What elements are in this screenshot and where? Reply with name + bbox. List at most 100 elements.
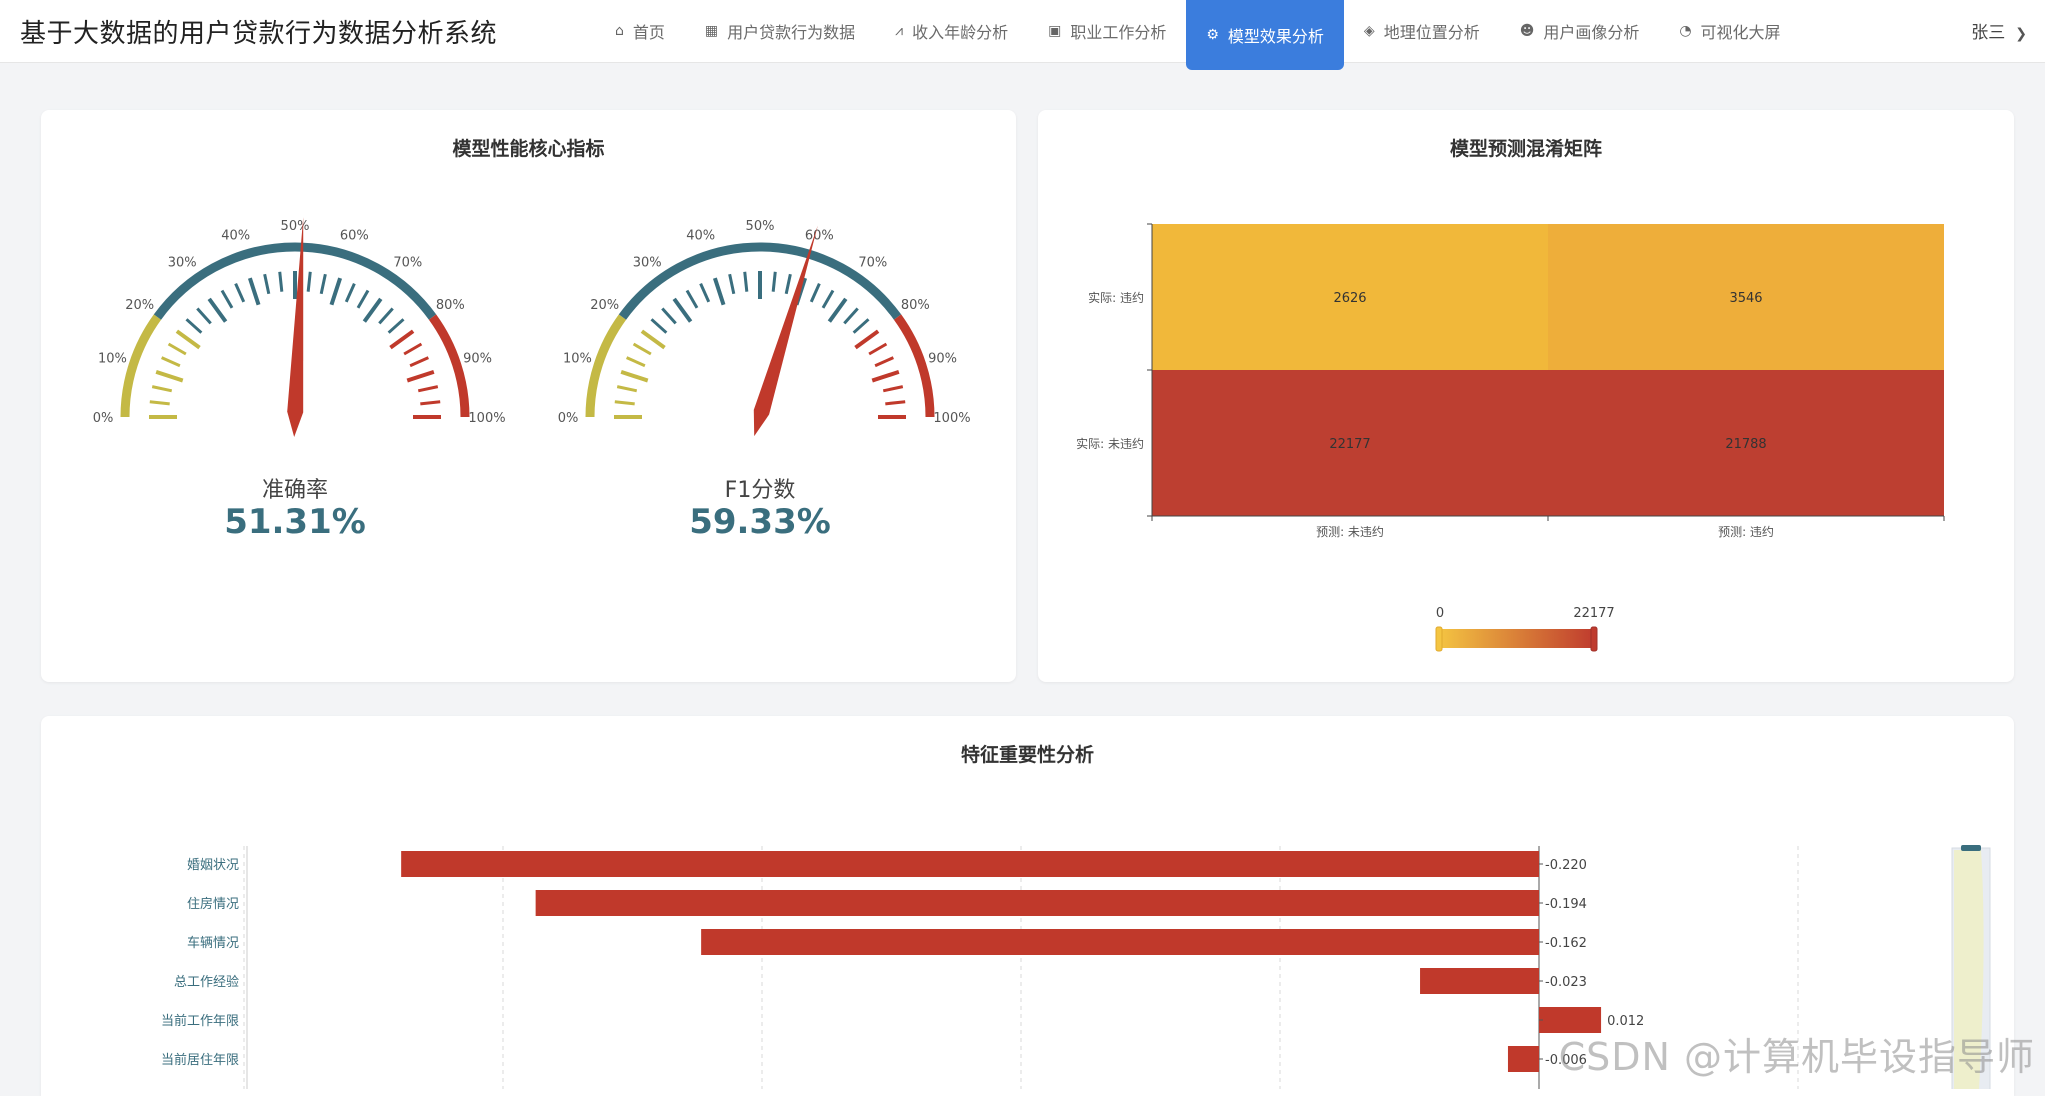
gauge-tick-label: 80% bbox=[901, 298, 930, 313]
gauge-tick-label: 60% bbox=[805, 228, 834, 243]
gauge-tick bbox=[387, 318, 405, 334]
gauge-tick bbox=[417, 385, 439, 393]
confusion-matrix-panel: 模型预测混淆矩阵 2626 3546 22177 21788 实际: 违约 实际: 未违约… bbox=[1038, 110, 2014, 682]
gauge-tick-label: 40% bbox=[221, 228, 250, 243]
gauge-tick bbox=[871, 369, 900, 383]
user-menu[interactable]: 张三 ❯ bbox=[1971, 18, 2027, 43]
feature-importance-panel: 特征重要性分析 婚姻状况 -0.220 住房情况 -0.194 车辆情况 -0.162 总工… bbox=[41, 716, 2014, 1096]
confusion-matrix-title: 模型预测混淆矩阵 bbox=[1449, 138, 1602, 160]
gauge-tick bbox=[247, 277, 261, 306]
feature-value-label: -0.194 bbox=[1545, 897, 1587, 912]
heatmap-cell-value: 3546 bbox=[1729, 291, 1762, 306]
feature-bar[interactable] bbox=[1420, 968, 1539, 994]
gauge-tick bbox=[626, 356, 646, 368]
gauge-tick-label: 40% bbox=[686, 228, 715, 243]
feature-bar[interactable] bbox=[1539, 1007, 1602, 1033]
nav-item-1[interactable]: ▦ 用户贷款行为数据 bbox=[685, 0, 875, 62]
feature-name-label: 当前工作年限 bbox=[161, 1013, 239, 1029]
gauge-tick bbox=[854, 329, 880, 350]
table-icon: ▦ bbox=[704, 23, 719, 39]
heatmap-cell[interactable] bbox=[1548, 370, 1944, 516]
gauges-chart: 0% 10% 20% 30% 40% 50% 60% 70% 80% 90% 100% 准确率51.3… bbox=[93, 217, 971, 542]
heatmap-cell[interactable] bbox=[1152, 224, 1548, 370]
gauge-label: F1分数 bbox=[725, 478, 796, 503]
gauge-arc-segment bbox=[585, 314, 627, 418]
feature-value-label: -0.162 bbox=[1545, 936, 1587, 951]
gauge-tick bbox=[196, 307, 212, 325]
gauge-tick bbox=[220, 289, 234, 309]
gauge-tick bbox=[620, 369, 649, 383]
feature-name-label: 总工作经验 bbox=[174, 974, 239, 990]
gauge-tick-label: 90% bbox=[928, 352, 957, 367]
feature-bar[interactable] bbox=[701, 929, 1539, 955]
gauge-tick bbox=[151, 385, 173, 393]
gauge-tick bbox=[306, 271, 312, 292]
gauge-tick bbox=[882, 385, 904, 393]
home-icon: ⌂ bbox=[615, 23, 624, 39]
gauge-tick bbox=[167, 342, 187, 356]
gauge-tick-label: 80% bbox=[436, 298, 465, 313]
heatmap-row-label: 实际: 未违约 bbox=[1076, 436, 1144, 451]
visual-map-handle-min[interactable] bbox=[1435, 626, 1443, 652]
gauge-tick bbox=[821, 289, 835, 309]
chevron-down-icon: ❯ bbox=[2015, 26, 2027, 42]
visual-map-handle-max[interactable] bbox=[1590, 626, 1598, 652]
heatmap-cell-value: 21788 bbox=[1725, 437, 1766, 452]
line-chart-icon: ⩘ bbox=[895, 23, 904, 39]
gauge-tick bbox=[319, 273, 327, 295]
heatmap-col-label: 预测: 违约 bbox=[1718, 524, 1774, 539]
feature-name-label: 婚姻状况 bbox=[187, 858, 239, 873]
watermark: CSDN @计算机毕设指导师 bbox=[1558, 1035, 2035, 1079]
gauge-tick bbox=[389, 329, 415, 350]
feature-value-label: -0.023 bbox=[1545, 975, 1587, 990]
feature-name-label: 车辆情况 bbox=[187, 935, 239, 951]
visual-map-min-label: 0 bbox=[1436, 606, 1444, 621]
app-title: 基于大数据的用户贷款行为数据分析系统 bbox=[20, 19, 498, 49]
gauge-arc-segment bbox=[893, 314, 935, 418]
gauge-tick-label: 70% bbox=[858, 256, 887, 271]
feature-bar[interactable] bbox=[401, 851, 1539, 877]
nav-item-7[interactable]: ◔ 可视化大屏 bbox=[1659, 0, 1800, 62]
nav-item-label: 用户贷款行为数据 bbox=[727, 23, 856, 42]
gauge-tick bbox=[632, 342, 652, 356]
heatmap-row-label: 实际: 违约 bbox=[1088, 290, 1144, 305]
gauge-tick bbox=[885, 400, 906, 406]
nav-item-4[interactable]: ⚙ 模型效果分析 bbox=[1186, 0, 1344, 70]
nav-item-2[interactable]: ⩘ 收入年龄分析 bbox=[875, 0, 1028, 62]
gauge-tick-label: 60% bbox=[340, 228, 369, 243]
nav-item-3[interactable]: ▣ 职业工作分析 bbox=[1028, 0, 1186, 62]
gauge-tick bbox=[420, 400, 441, 406]
nav-item-label: 可视化大屏 bbox=[1700, 23, 1781, 42]
gauge-tick bbox=[207, 297, 228, 323]
visual-map-bar[interactable] bbox=[1438, 629, 1595, 648]
gauges-panel-title: 模型性能核心指标 bbox=[452, 138, 605, 160]
gauge-tick bbox=[378, 307, 394, 325]
gauge-tick bbox=[868, 342, 888, 356]
gauge-tick bbox=[650, 318, 668, 334]
nav-item-5[interactable]: ◈ 地理位置分析 bbox=[1344, 0, 1500, 62]
gauge-tick-label: 10% bbox=[98, 352, 127, 367]
briefcase-icon: ▣ bbox=[1048, 23, 1062, 39]
gauge-tick bbox=[743, 271, 749, 292]
gauge-tick bbox=[155, 369, 184, 383]
gauge-tick-label: 100% bbox=[933, 411, 970, 426]
gauge-tick bbox=[406, 369, 435, 383]
gauge-tick bbox=[356, 289, 370, 309]
gauge-tick bbox=[278, 271, 284, 292]
nav-item-6[interactable]: ☻ 用户画像分析 bbox=[1500, 0, 1660, 62]
feature-bar[interactable] bbox=[1507, 1046, 1539, 1072]
heatmap-cell[interactable] bbox=[1152, 370, 1548, 516]
heatmap-cell[interactable] bbox=[1548, 224, 1944, 370]
gauge-tick bbox=[874, 356, 894, 368]
nav-item-0[interactable]: ⌂ 首页 bbox=[595, 0, 685, 62]
gauge-value: 59.33% bbox=[689, 502, 831, 542]
nav-item-label: 用户画像分析 bbox=[1543, 23, 1640, 42]
data-zoom-handle[interactable] bbox=[1961, 845, 1981, 851]
pie-chart-icon: ◔ bbox=[1679, 23, 1692, 39]
gauge-arc-segment bbox=[428, 314, 470, 418]
gauge-tick bbox=[843, 307, 859, 325]
nav-item-label: 地理位置分析 bbox=[1383, 23, 1480, 42]
feature-bar[interactable] bbox=[535, 890, 1539, 916]
gauge-tick bbox=[685, 289, 699, 309]
